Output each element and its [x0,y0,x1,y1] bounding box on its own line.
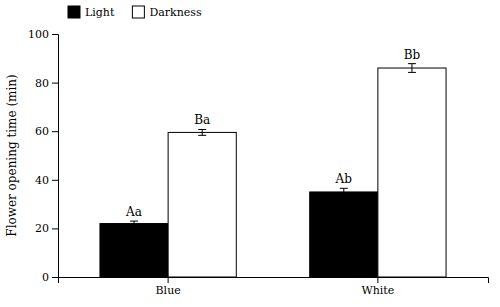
y-tick-label: 60 [35,125,49,138]
y-tick: 20 [35,222,58,235]
x-tick-label: White [361,284,394,297]
bar [168,132,236,277]
y-tick-mark [52,131,58,132]
y-tick-mark [52,34,58,35]
y-tick-mark [52,180,58,181]
y-tick-label: 80 [35,77,49,90]
marks [100,64,446,277]
y-tick: 100 [28,28,58,41]
bar [100,224,168,277]
y-tick: 80 [35,77,58,90]
legend-label: Light [85,6,115,19]
y-tick-mark [52,83,58,84]
y-axis-line [52,35,59,278]
legend-label: Darkness [149,6,202,19]
plot: 0 20 40 60 80 100 Blue White Flower opening time… [5,28,489,297]
legend-swatch [68,6,80,18]
annotation: Ab [335,172,353,186]
y-tick: 40 [35,174,58,187]
annotation: Bb [404,48,421,62]
y-tick-mark [52,228,58,229]
bar [378,68,446,277]
x-axis: Blue White [59,277,489,297]
y-tick: 0 [42,271,58,284]
x-tick-mark [168,277,169,283]
annotation: Aa [125,205,142,219]
y-tick: 60 [35,125,58,138]
x-tick: White [361,277,394,297]
x-tick: Blue [156,277,181,297]
error-bar [408,64,416,73]
y-tick-mark [52,277,58,278]
annotations: Aa Ba Ab Bb [125,48,420,219]
error-bar [198,129,206,135]
legend-swatch [132,6,144,18]
error-bar [340,188,348,195]
y-tick-label: 100 [28,28,49,41]
x-tick-mark [377,277,378,283]
error-bar [130,221,138,226]
y-axis-title: Flower opening time (min) [5,74,19,236]
y-tick-label: 0 [42,271,49,284]
x-axis-line [59,278,489,284]
bar [310,192,378,277]
annotation: Ba [194,113,210,127]
legend-item: Light [68,6,115,19]
chart: 0 20 40 60 80 100 Blue White Flower opening time… [0,0,500,307]
y-tick-label: 40 [35,174,49,187]
y-axis: 0 20 40 60 80 100 [28,28,59,284]
y-tick-label: 20 [35,222,49,235]
legend-item: Darkness [132,6,202,19]
legend: Light Darkness [68,6,202,19]
x-tick-label: Blue [156,284,181,297]
